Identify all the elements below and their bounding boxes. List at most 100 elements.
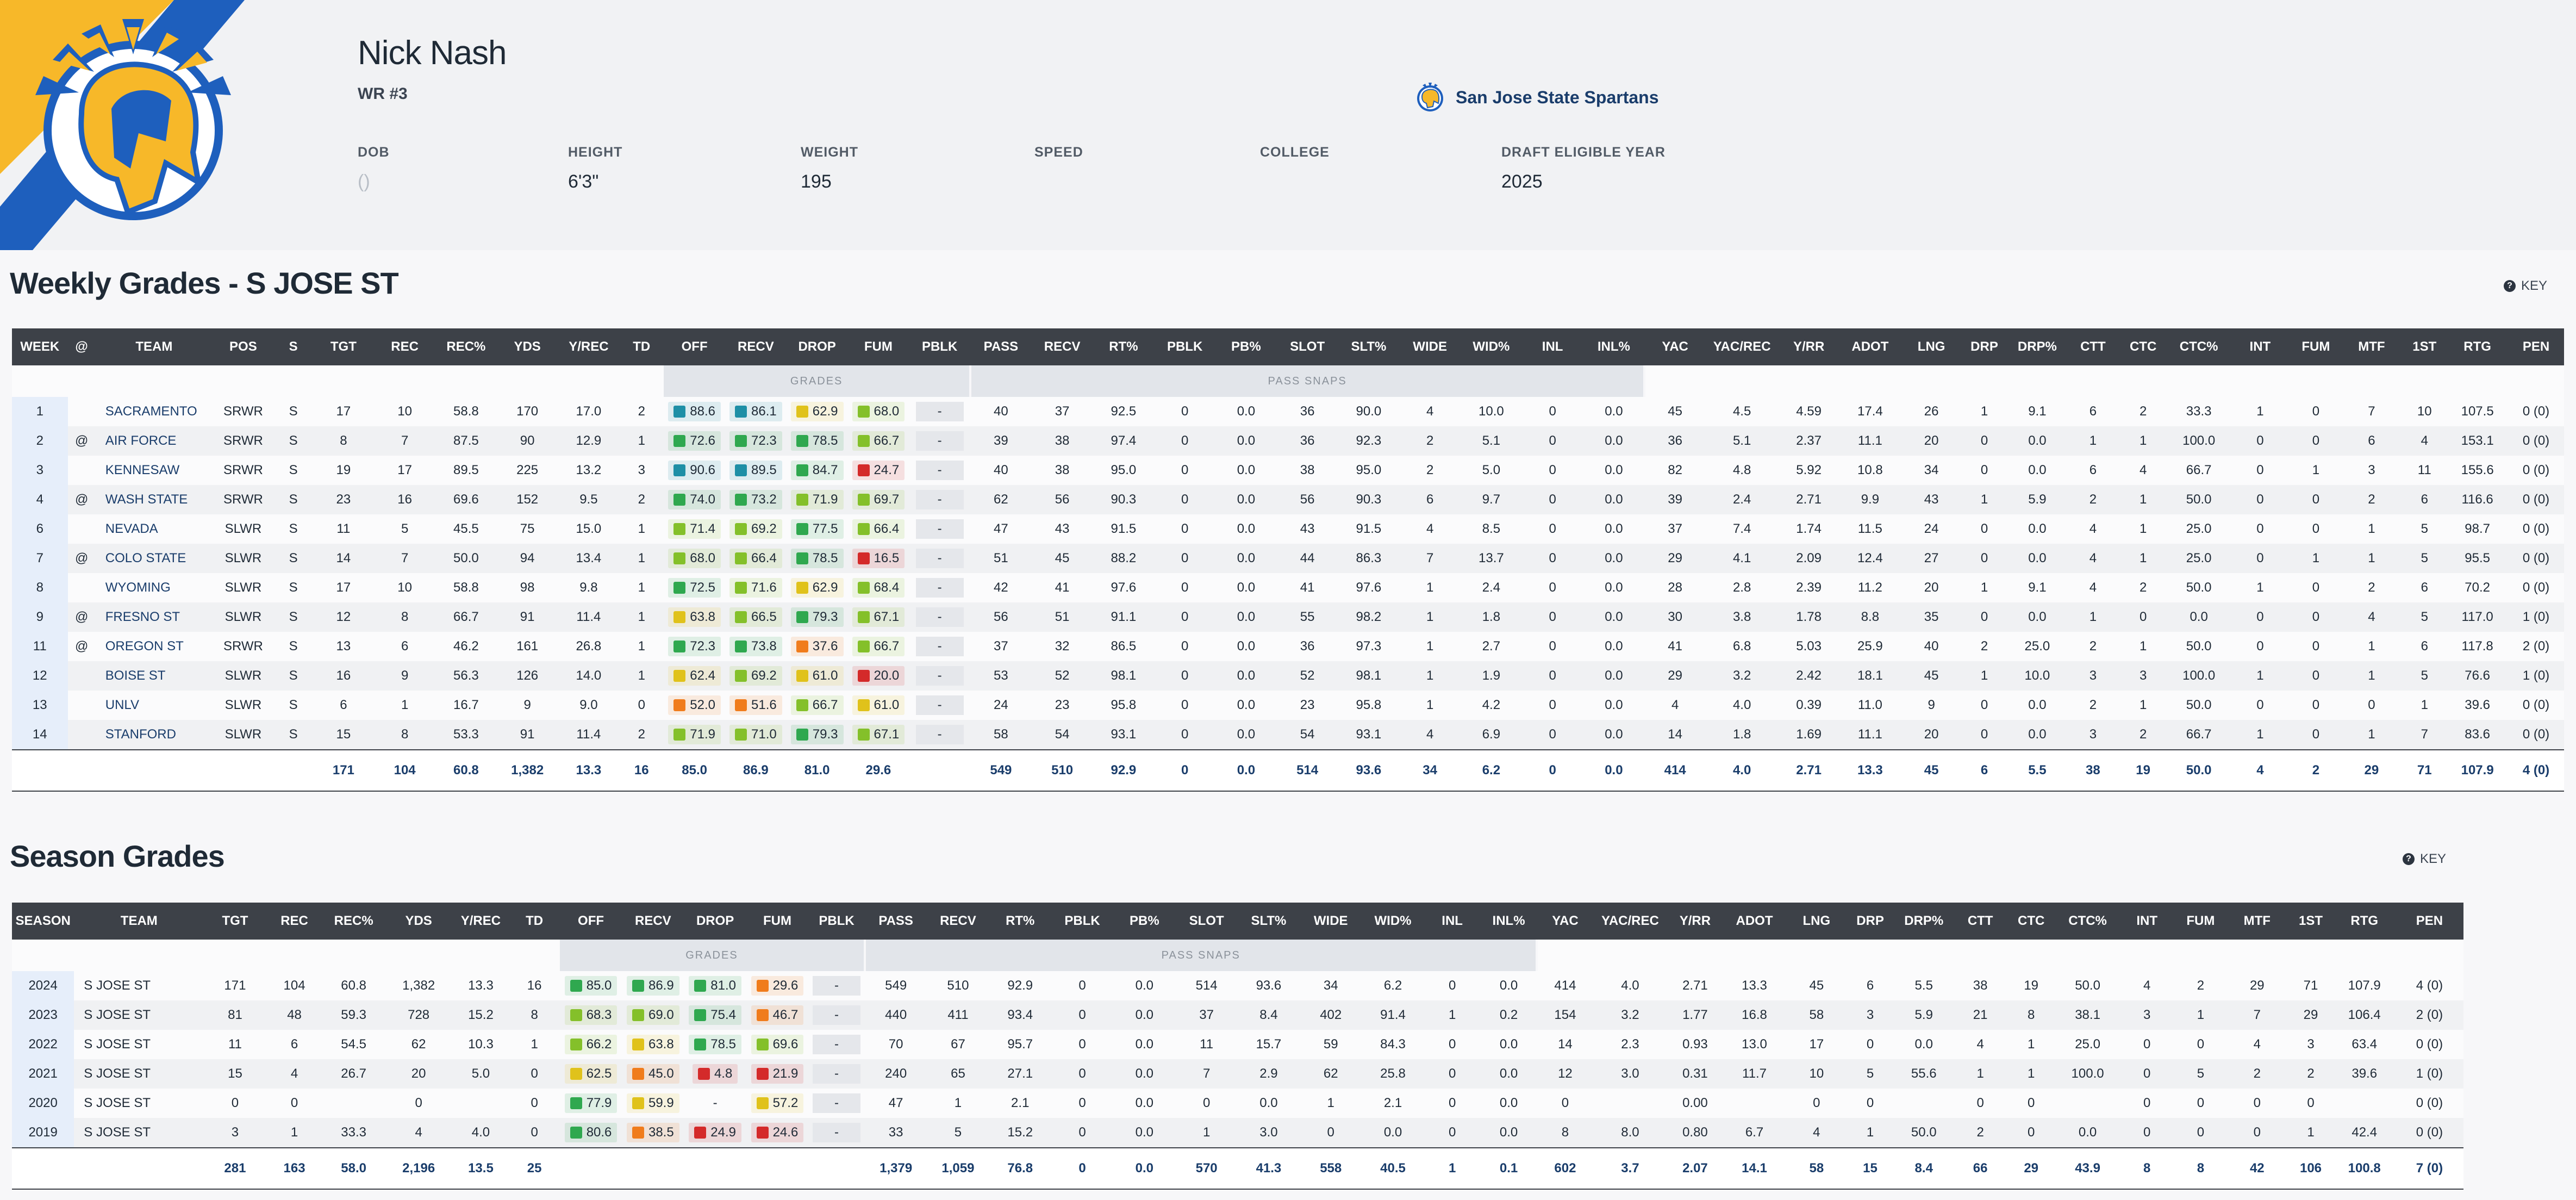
column-header[interactable]: OFF (664, 328, 726, 365)
opponent-link[interactable]: OREGON ST (95, 632, 213, 661)
column-header[interactable]: INL (1424, 903, 1481, 940)
column-header[interactable]: MTF (2341, 328, 2403, 365)
column-header[interactable]: YAC (1644, 328, 1706, 365)
column-header[interactable]: RTG (2333, 903, 2396, 940)
column-header[interactable]: RT% (1093, 328, 1155, 365)
column-header[interactable]: @ (67, 328, 96, 365)
table-row[interactable]: 6 NEVADA SLWR S 11 5 45.5 75 15.0 1 71.4 69.2 77.5 66… (12, 514, 2564, 544)
column-header[interactable]: YAC/REC (1706, 328, 1779, 365)
table-row[interactable]: 4 @ WASH STATE SRWR S 23 16 69.6 152 9.5 2 74.0 73.2… (12, 485, 2564, 514)
column-header[interactable]: TD (509, 903, 560, 940)
column-header[interactable]: INT (2118, 903, 2175, 940)
column-header[interactable]: WIDE (1399, 328, 1461, 365)
table-row[interactable]: 2021 S JOSE ST 15 4 26.7 20 5.0 0 62.5 45.0 4.8 21.… (12, 1059, 2463, 1089)
opponent-link[interactable]: SACRAMENTO (95, 397, 213, 426)
column-header[interactable]: CTC% (2168, 328, 2230, 365)
opponent-link[interactable]: WYOMING (95, 573, 213, 602)
column-header[interactable]: RECV (927, 903, 989, 940)
season-key-button[interactable]: ? KEY (2403, 851, 2446, 867)
table-row[interactable]: 7 @ COLO STATE SLWR S 14 7 50.0 94 13.4 1 68.0 66.4 7… (12, 544, 2564, 573)
column-header[interactable]: INT (2229, 328, 2291, 365)
column-header[interactable]: SLOT (1276, 328, 1338, 365)
column-header[interactable]: PBLK (1154, 328, 1216, 365)
column-header[interactable]: DRP (1962, 328, 2007, 365)
column-header[interactable]: ADOT (1839, 328, 1901, 365)
weekly-key-button[interactable]: ? KEY (2504, 278, 2547, 294)
column-header[interactable]: INL% (1583, 328, 1645, 365)
column-header[interactable]: YAC (1537, 903, 1594, 940)
column-header[interactable]: RECV (1031, 328, 1093, 365)
column-header[interactable]: REC% (435, 328, 497, 365)
column-header[interactable]: CTT (2068, 328, 2118, 365)
column-header[interactable]: PBLK (1051, 903, 1114, 940)
table-row[interactable]: 14 STANFORD SLWR S 15 8 53.3 91 11.4 2 71.9 71.0 79.… (12, 720, 2564, 750)
column-header[interactable]: REC (266, 903, 323, 940)
column-header[interactable]: PB% (1215, 328, 1277, 365)
column-header[interactable]: PEN (2395, 903, 2463, 940)
column-header[interactable]: OFF (559, 903, 622, 940)
column-header[interactable]: CTT (1955, 903, 2006, 940)
table-row[interactable]: 8 WYOMING SLWR S 17 10 58.8 98 9.8 1 72.5 71.6 62.9 6… (12, 573, 2564, 602)
column-header[interactable]: FUM (2175, 903, 2226, 940)
opponent-link[interactable]: AIR FORCE (95, 426, 213, 456)
table-row[interactable]: 2022 S JOSE ST 11 6 54.5 62 10.3 1 66.2 63.8 78.5 6… (12, 1030, 2463, 1059)
table-row[interactable]: 2020 S JOSE ST 0 0 0 0 77.9 59.9-57.2-47 1 2.1 0 0.… (12, 1089, 2463, 1118)
table-row[interactable]: 11 @ OREGON ST SRWR S 13 6 46.2 161 26.8 1 72.3 73.8… (12, 632, 2564, 661)
column-header[interactable]: TEAM (95, 328, 213, 365)
column-header[interactable]: TGT (204, 903, 266, 940)
column-header[interactable]: PBLK (808, 903, 865, 940)
column-header[interactable]: CTC% (2056, 903, 2119, 940)
table-row[interactable]: 3 KENNESAW SRWR S 19 17 89.5 225 13.2 3 90.6 89.5 84… (12, 456, 2564, 485)
column-header[interactable]: WIDE (1300, 903, 1362, 940)
column-header[interactable]: PASS (865, 903, 927, 940)
column-header[interactable]: INL (1521, 328, 1583, 365)
column-header[interactable]: WID% (1362, 903, 1424, 940)
column-header[interactable]: RECV (622, 903, 684, 940)
column-header[interactable]: SEASON (12, 903, 74, 940)
column-header[interactable]: REC% (322, 903, 385, 940)
column-header[interactable]: Y/RR (1778, 328, 1840, 365)
column-header[interactable]: Y/REC (452, 903, 509, 940)
column-header[interactable]: SLT% (1237, 903, 1300, 940)
column-header[interactable]: DRP% (1893, 903, 1955, 940)
column-header[interactable]: DROP (786, 328, 848, 365)
column-header[interactable]: FUM (2291, 328, 2341, 365)
column-header[interactable]: PB% (1113, 903, 1176, 940)
column-header[interactable]: SLOT (1175, 903, 1238, 940)
column-header[interactable]: S (273, 328, 313, 365)
team-link[interactable]: San Jose State Spartans (1413, 80, 1658, 114)
column-header[interactable]: REC (374, 328, 436, 365)
column-header[interactable]: CTC (2118, 328, 2168, 365)
column-header[interactable]: TD (619, 328, 664, 365)
column-header[interactable]: 1ST (2288, 903, 2334, 940)
table-row[interactable]: 9 @ FRESNO ST SLWR S 12 8 66.7 91 11.4 1 63.8 66.5 79… (12, 602, 2564, 632)
table-row[interactable]: 2024 S JOSE ST 171 104 60.8 1,382 13.3 16 85.0 86… (12, 971, 2463, 1000)
column-header[interactable]: RECV (725, 328, 787, 365)
column-header[interactable]: PBLK (909, 328, 971, 365)
column-header[interactable]: RTG (2447, 328, 2509, 365)
opponent-link[interactable]: BOISE ST (95, 661, 213, 691)
table-row[interactable]: 13 UNLV SLWR S 6 1 16.7 9 9.0 0 52.0 51.6 66.7 61.0-2… (12, 691, 2564, 720)
column-header[interactable]: WEEK (12, 328, 68, 365)
column-header[interactable]: Y/RR (1667, 903, 1724, 940)
opponent-link[interactable]: WASH STATE (95, 485, 213, 514)
table-row[interactable]: 1 SACRAMENTO SRWR S 17 10 58.8 170 17.0 2 88.6 86.1… (12, 397, 2564, 426)
column-header[interactable]: TGT (313, 328, 375, 365)
opponent-link[interactable]: FRESNO ST (95, 602, 213, 632)
opponent-link[interactable]: UNLV (95, 691, 213, 720)
opponent-link[interactable]: STANFORD (95, 720, 213, 750)
column-header[interactable]: FUM (847, 328, 909, 365)
opponent-link[interactable]: KENNESAW (95, 456, 213, 485)
column-header[interactable]: DROP (684, 903, 746, 940)
column-header[interactable]: POS (213, 328, 274, 365)
column-header[interactable]: DRP (1847, 903, 1893, 940)
column-header[interactable]: TEAM (74, 903, 204, 940)
column-header[interactable]: Y/REC (558, 328, 620, 365)
column-header[interactable]: PEN (2508, 328, 2564, 365)
column-header[interactable]: DRP% (2006, 328, 2068, 365)
column-header[interactable]: SLT% (1338, 328, 1400, 365)
column-header[interactable]: YAC/REC (1593, 903, 1667, 940)
column-header[interactable]: MTF (2226, 903, 2288, 940)
column-header[interactable]: PASS (970, 328, 1032, 365)
column-header[interactable]: WID% (1461, 328, 1522, 365)
